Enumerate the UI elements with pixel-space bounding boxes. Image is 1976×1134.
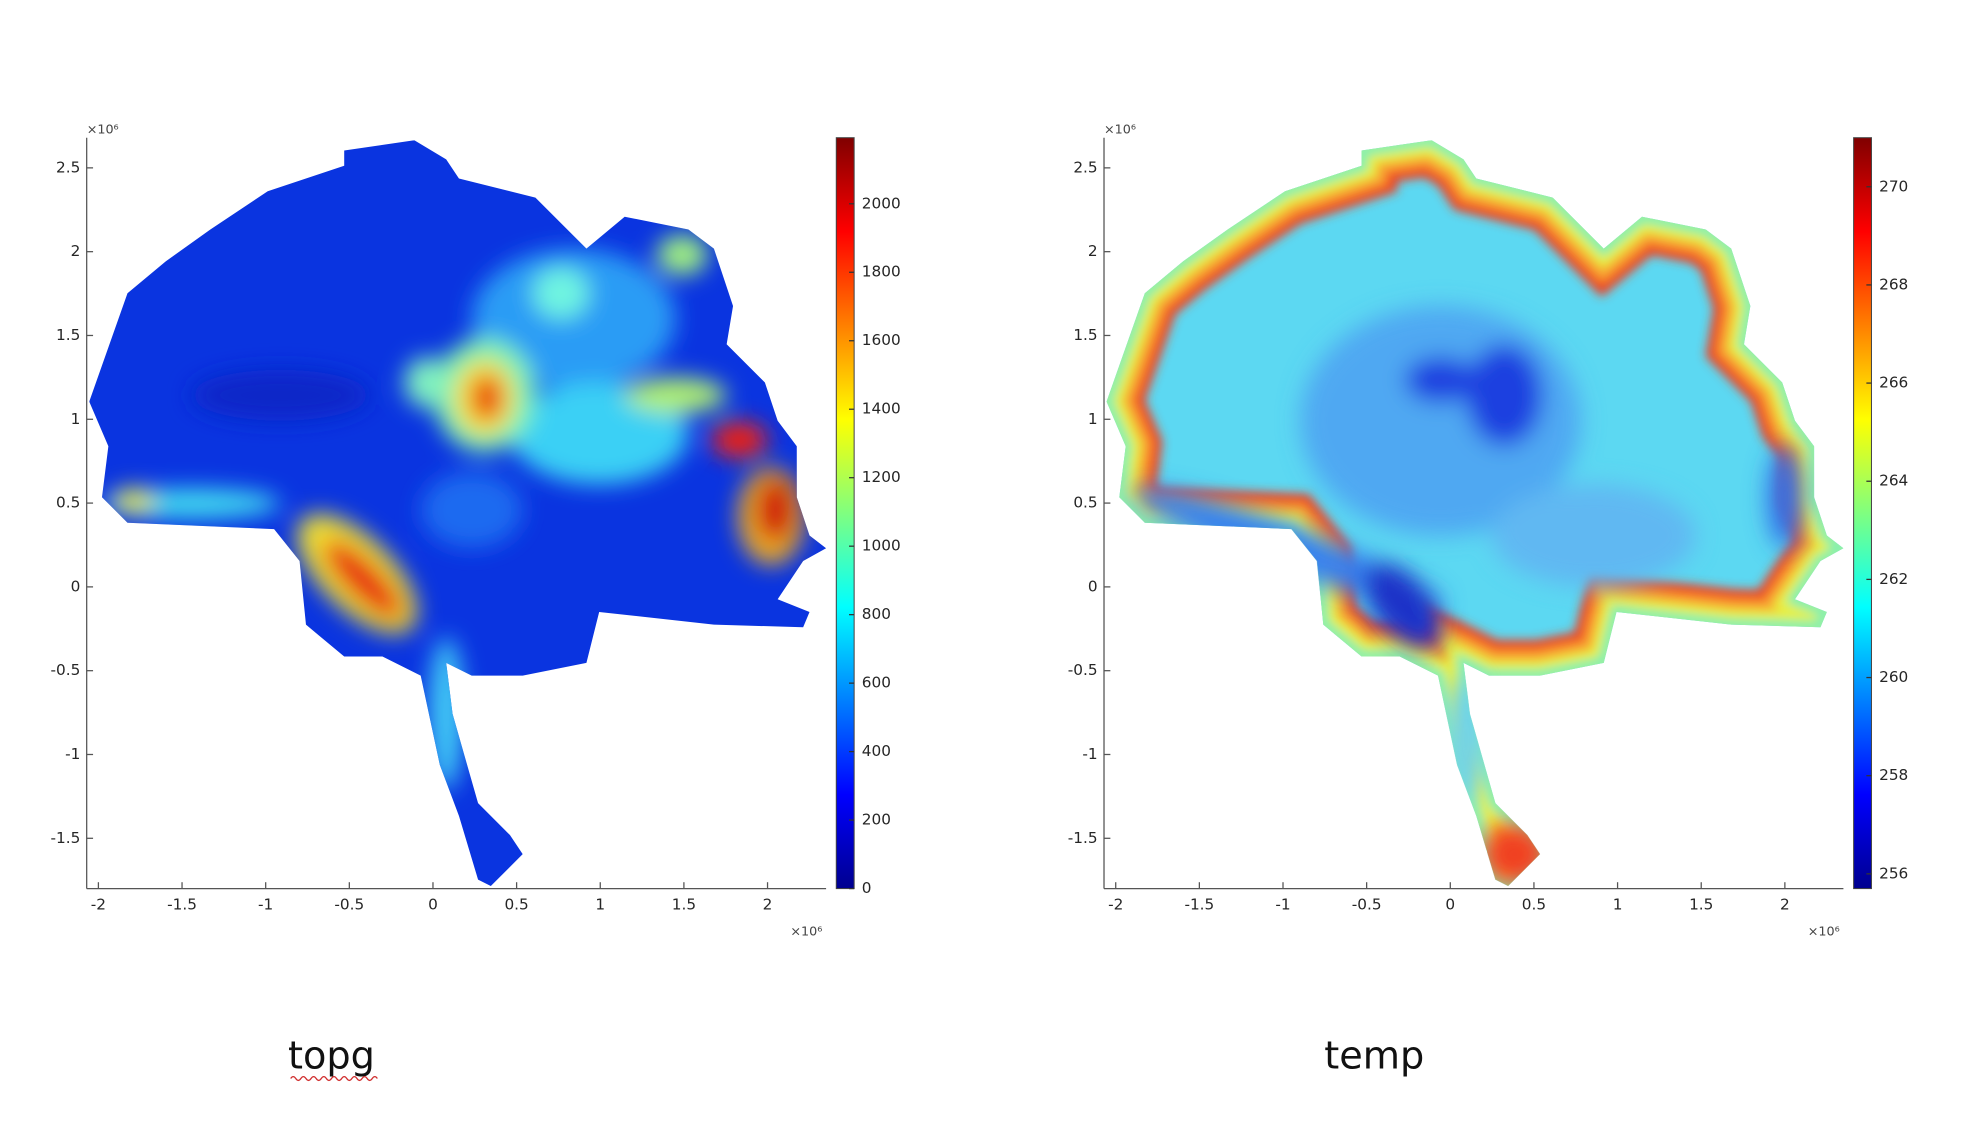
colorbar-tick-label: 1000 — [862, 537, 901, 555]
x-tick-label: -1 — [1275, 896, 1290, 914]
y-tick-label: -1.5 — [50, 829, 80, 847]
colorbar-tick-label: 1200 — [862, 468, 901, 486]
colorbar-tick-label: 1800 — [862, 263, 901, 281]
x-tick-label: 1 — [595, 896, 605, 914]
y-tick-label: -1.5 — [1068, 829, 1098, 847]
y-tick-label: 2 — [71, 242, 81, 260]
colorbar-tick-label: 262 — [1879, 570, 1908, 588]
x-tick-label: 0 — [1445, 896, 1455, 914]
x-tick-label: 2 — [763, 896, 773, 914]
x-tick-label: -1 — [258, 896, 273, 914]
y-tick-label: 2.5 — [1073, 158, 1097, 176]
colorbar-tick-label: 400 — [862, 742, 891, 760]
x-tick-label: 1.5 — [672, 896, 696, 914]
y-tick-label: -0.5 — [1068, 661, 1098, 679]
x-tick-label: -1.5 — [167, 896, 197, 914]
colorbar-tick-label: 260 — [1879, 668, 1908, 686]
colorbar — [835, 137, 855, 890]
colorbar-tick-label: 258 — [1879, 766, 1908, 784]
y-tick-label: 2.5 — [56, 158, 80, 176]
x-exponent: ×10⁶ — [790, 924, 822, 939]
x-tick-label: 0.5 — [504, 896, 528, 914]
colorbar-tick-label: 268 — [1879, 275, 1908, 293]
y-tick-label: 2 — [1088, 242, 1098, 260]
colorbar-tick-label: 0 — [862, 879, 872, 897]
map-topg — [89, 140, 827, 887]
y-tick-label: 0 — [1088, 577, 1098, 595]
colorbar-tick-label: 1400 — [862, 400, 901, 418]
x-tick-label: -0.5 — [1352, 896, 1382, 914]
y-tick-label: -1 — [1082, 745, 1097, 763]
y-tick-label: 1.5 — [1073, 326, 1097, 344]
x-tick-label: 1.5 — [1689, 896, 1713, 914]
colorbar-tick-label: 800 — [862, 605, 891, 623]
colorbar-tick-label: 256 — [1879, 864, 1908, 882]
colorbar — [1853, 137, 1872, 890]
map-temp — [1106, 140, 1844, 887]
y-tick-label: 1 — [1088, 410, 1098, 428]
y-tick-label: 0 — [71, 577, 81, 595]
colorbar-tick-label: 600 — [862, 674, 891, 692]
colorbar-tick-label: 200 — [862, 811, 891, 829]
y-tick-label: -1 — [65, 745, 80, 763]
x-tick-label: -1.5 — [1184, 896, 1214, 914]
colorbar-tick-label: 1600 — [862, 331, 901, 349]
x-tick-label: -2 — [91, 896, 106, 914]
colorbar-tick-label: 270 — [1879, 177, 1908, 195]
colorbar-tick-label: 264 — [1879, 472, 1908, 490]
colorbar-tick-label: 2000 — [862, 194, 901, 212]
x-tick-label: -0.5 — [334, 896, 364, 914]
colorbar-tick-label: 266 — [1879, 374, 1908, 392]
spellcheck-underline — [290, 1075, 378, 1082]
x-tick-label: 1 — [1613, 896, 1623, 914]
y-tick-label: -0.5 — [50, 661, 80, 679]
y-tick-label: 0.5 — [56, 494, 80, 512]
y-tick-label: 1.5 — [56, 326, 80, 344]
x-tick-label: 2 — [1780, 896, 1790, 914]
y-tick-label: 1 — [71, 410, 81, 428]
x-exponent: ×10⁶ — [1808, 924, 1840, 939]
y-exponent: ×10⁶ — [87, 123, 119, 138]
x-tick-label: -2 — [1108, 896, 1123, 914]
y-tick-label: 0.5 — [1073, 494, 1097, 512]
caption: temp — [1324, 1035, 1424, 1079]
caption: topg — [288, 1035, 375, 1079]
y-exponent: ×10⁶ — [1104, 123, 1136, 138]
x-tick-label: 0.5 — [1522, 896, 1546, 914]
x-tick-label: 0 — [428, 896, 438, 914]
